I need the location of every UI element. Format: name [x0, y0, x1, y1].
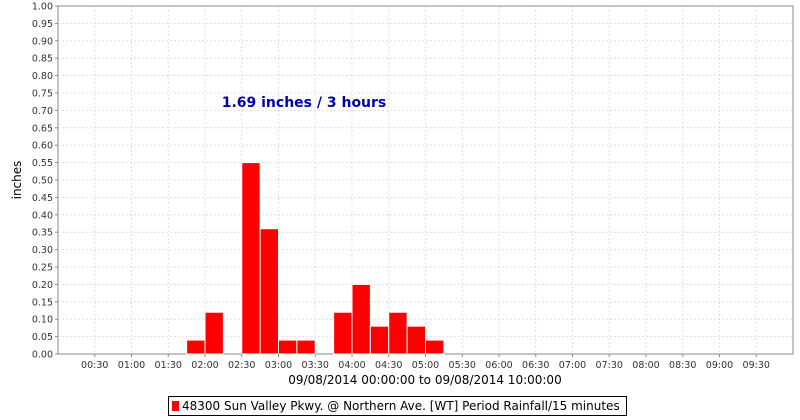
y-tick-label: 0.90	[32, 36, 53, 47]
x-tick-label: 05:30	[449, 360, 476, 371]
rainfall-bar	[186, 339, 206, 355]
y-tick-label: 0.45	[32, 193, 53, 204]
x-tick-label: 01:30	[155, 360, 182, 371]
rainfall-bar	[278, 339, 298, 355]
x-axis-title: 09/08/2014 00:00:00 to 09/08/2014 10:00:…	[288, 373, 561, 387]
y-tick-label: 0.95	[32, 19, 53, 30]
x-tick-label: 06:00	[485, 360, 512, 371]
rainfall-bar	[241, 162, 261, 355]
x-tick-label: 06:30	[522, 360, 549, 371]
x-tick-label: 00:30	[81, 360, 108, 371]
y-tick-label: 0.20	[32, 280, 53, 291]
y-tick-label: 0.25	[32, 263, 53, 274]
x-tick-label: 07:00	[559, 360, 586, 371]
y-axis-title: inches	[10, 161, 24, 200]
y-tick-label: 0.65	[32, 123, 53, 134]
legend-swatch	[172, 401, 179, 411]
rainfall-bar	[296, 339, 316, 355]
y-tick-label: 0.30	[32, 245, 53, 256]
y-tick-label: 0.10	[32, 315, 53, 326]
rainfall-bar	[333, 311, 353, 355]
total-rainfall-annotation: 1.69 inches / 3 hours	[222, 95, 387, 111]
legend: 48300 Sun Valley Pkwy. @ Northern Ave. […	[168, 396, 627, 416]
x-tick-label: 04:00	[338, 360, 365, 371]
y-tick-label: 0.55	[32, 158, 53, 169]
rainfall-bar	[351, 283, 371, 355]
x-tick-label: 04:30	[375, 360, 402, 371]
x-tick-label: 08:00	[632, 360, 659, 371]
y-axis: 0.00 0.05 0.10 0.15 0.20 0.25 0.30 0.35 0.40 0.45…	[32, 2, 58, 361]
rainfall-bar	[369, 325, 390, 355]
x-tick-label: 03:30	[302, 360, 329, 371]
x-tick-label: 03:00	[265, 360, 292, 371]
legend-label: 48300 Sun Valley Pkwy. @ Northern Ave. […	[182, 399, 620, 413]
gridlines	[58, 6, 793, 354]
y-tick-label: 0.85	[32, 54, 53, 65]
rainfall-bar	[406, 325, 426, 355]
y-tick-label: 0.00	[32, 350, 53, 361]
y-tick-label: 0.80	[32, 71, 53, 82]
rainfall-bar	[204, 311, 224, 355]
x-tick-label: 08:30	[669, 360, 696, 371]
x-tick-label: 09:00	[706, 360, 733, 371]
bars	[186, 162, 445, 355]
x-tick-label: 02:30	[228, 360, 255, 371]
y-tick-label: 0.40	[32, 210, 53, 221]
x-tick-label: 07:30	[596, 360, 623, 371]
y-tick-label: 0.35	[32, 228, 53, 239]
y-tick-label: 1.00	[32, 2, 53, 13]
x-axis: 00:30 01:00 01:30 02:00 02:30 03:00 03:30 04:00…	[81, 354, 770, 371]
y-tick-label: 0.50	[32, 176, 53, 187]
x-tick-label: 01:00	[118, 360, 145, 371]
x-tick-label: 02:00	[191, 360, 218, 371]
y-tick-label: 0.70	[32, 106, 53, 117]
x-tick-label: 05:00	[412, 360, 439, 371]
y-tick-label: 0.15	[32, 297, 53, 308]
y-tick-label: 0.60	[32, 141, 53, 152]
rainfall-bar	[388, 311, 408, 355]
rainfall-bar	[259, 228, 279, 355]
x-tick-label: 09:30	[743, 360, 770, 371]
y-tick-label: 0.75	[32, 89, 53, 100]
y-tick-label: 0.05	[32, 332, 53, 343]
rainfall-bar	[425, 339, 445, 355]
